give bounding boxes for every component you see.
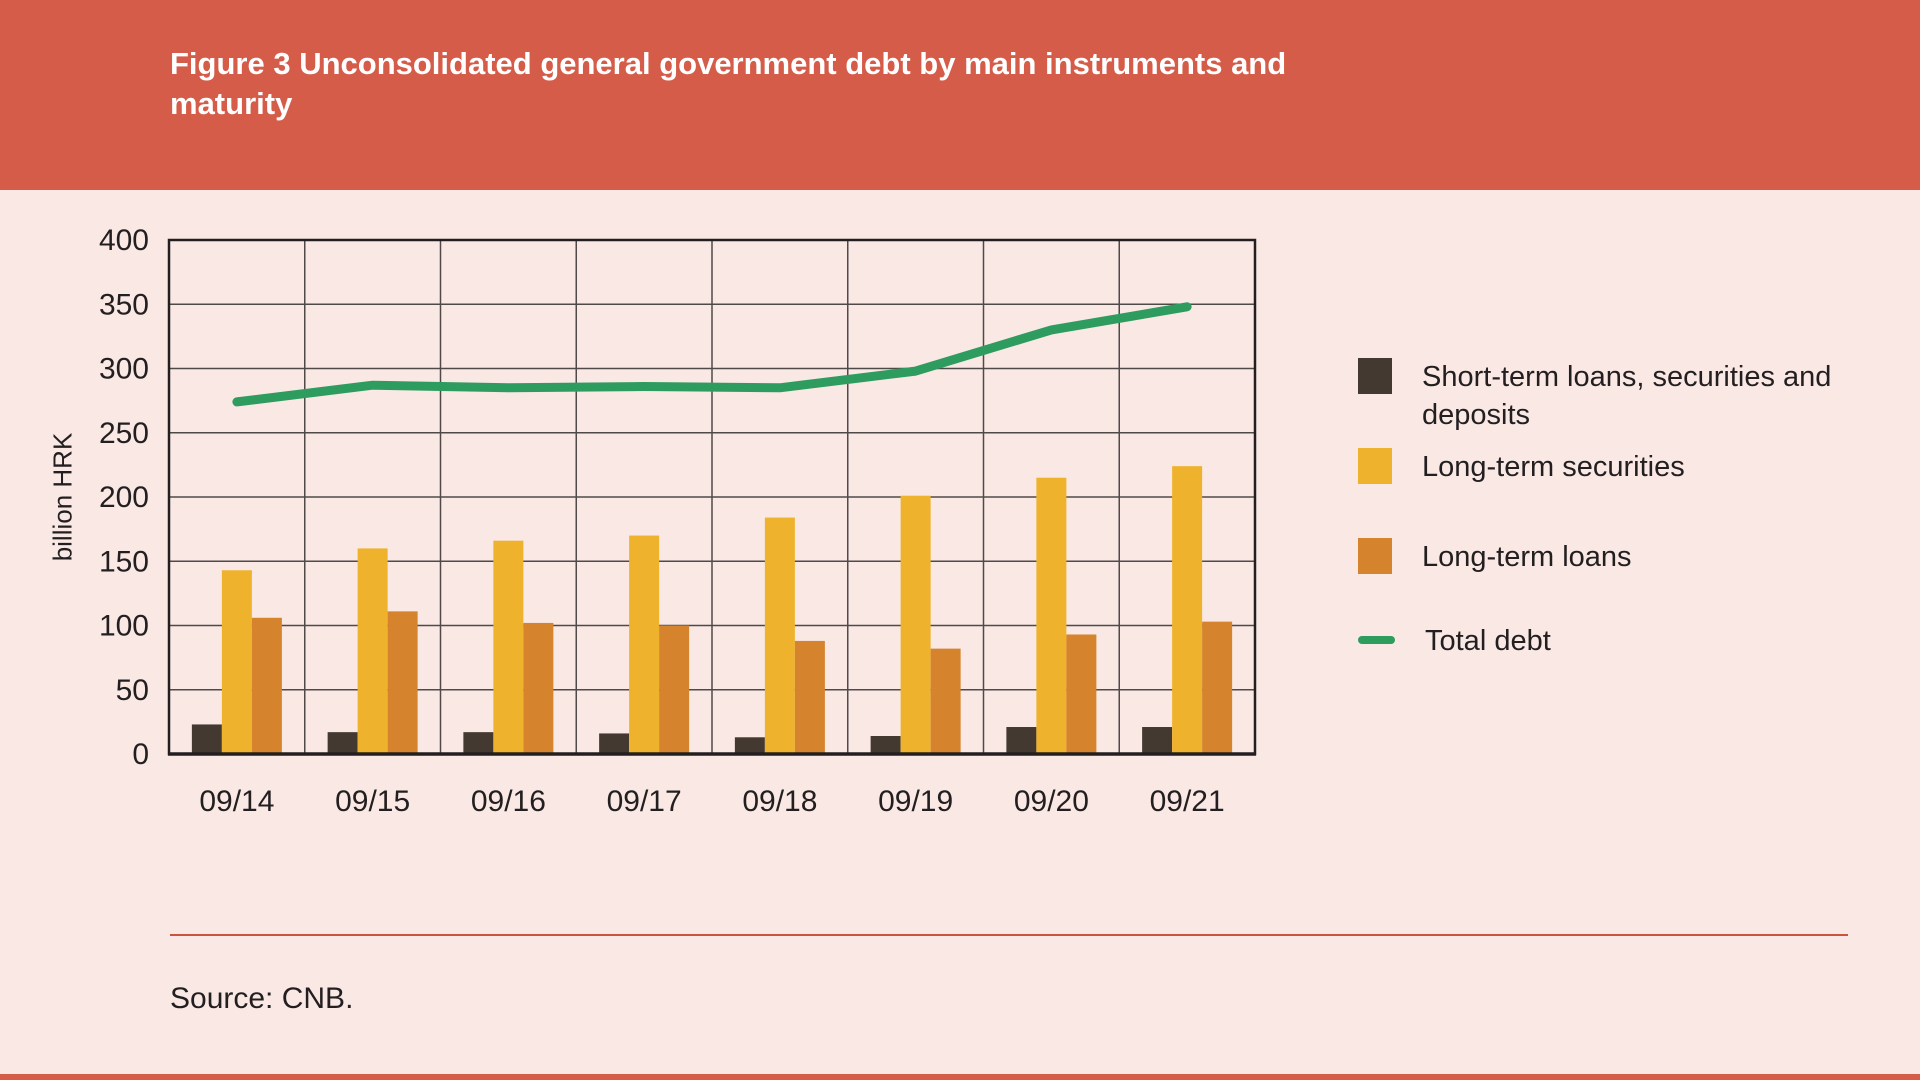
source-rule	[170, 934, 1848, 936]
y-tick-label: 100	[99, 610, 149, 643]
x-tick-label: 09/18	[742, 785, 817, 818]
legend-item-short-term: Short-term loans, securities and deposit…	[1358, 358, 1882, 434]
legend-item-long-term-securities: Long-term securities	[1358, 448, 1882, 486]
bar-long-term-securities-09/17	[629, 535, 660, 754]
bar-long-term-securities-09/15	[357, 548, 388, 754]
y-tick-label: 0	[132, 738, 149, 771]
bar-short-term-loans-securities-and-deposits-09/17	[599, 733, 630, 754]
y-tick-label: 200	[99, 481, 149, 514]
bar-short-term-loans-securities-and-deposits-09/18	[734, 737, 765, 754]
y-tick-label: 300	[99, 353, 149, 386]
x-tick-label: 09/14	[199, 785, 274, 818]
x-tick-label: 09/15	[335, 785, 410, 818]
short-term-swatch-icon	[1358, 358, 1392, 394]
x-tick-label: 09/20	[1014, 785, 1089, 818]
bar-long-term-loans-09/14	[251, 617, 282, 754]
chart-plot: 0 50 100 150 200 250 300 350 400 09/14 09/15 09/16 0…	[99, 224, 1257, 818]
long-term-securities-swatch-icon	[1358, 448, 1392, 484]
bar-long-term-loans-09/20	[1066, 634, 1097, 754]
y-tick-label: 400	[99, 224, 149, 257]
bar-long-term-loans-09/16	[523, 622, 554, 754]
bar-short-term-loans-securities-and-deposits-09/15	[327, 732, 358, 754]
legend-label: Long-term loans	[1422, 541, 1632, 573]
x-tick-label: 09/19	[878, 785, 953, 818]
x-tick-label: 09/16	[471, 785, 546, 818]
x-tick-label: 09/21	[1150, 785, 1225, 818]
bottom-band	[0, 1074, 1920, 1080]
y-tick-label: 150	[99, 545, 149, 578]
long-term-loans-swatch-icon	[1358, 538, 1392, 574]
x-tick-label: 09/17	[607, 785, 682, 818]
header-band	[0, 0, 1920, 190]
bar-long-term-securities-09/18	[764, 517, 795, 754]
total-debt-line	[232, 302, 1192, 407]
bar-long-term-securities-09/20	[1036, 477, 1067, 754]
legend-item-long-term-loans: Long-term loans	[1358, 538, 1882, 576]
y-axis-title: billion HRK	[47, 432, 78, 562]
legend-label: Long-term securities	[1422, 451, 1685, 483]
y-tick-label: 350	[99, 288, 149, 321]
bar-long-term-securities-09/21	[1172, 466, 1203, 754]
figure-title: Figure 3 Unconsolidated general governme…	[170, 46, 1287, 121]
legend-label: Total debt	[1425, 625, 1551, 657]
bar-long-term-securities-09/19	[900, 495, 931, 754]
bar-long-term-loans-09/15	[387, 611, 418, 754]
y-tick-label: 250	[99, 417, 149, 450]
bar-long-term-loans-09/21	[1202, 621, 1233, 754]
bar-long-term-loans-09/19	[930, 648, 961, 754]
legend-label: Short-term loans, securities and deposit…	[1422, 361, 1832, 431]
y-tick-label: 50	[116, 674, 149, 707]
total-debt-line-icon	[1358, 636, 1395, 644]
bar-short-term-loans-securities-and-deposits-09/16	[463, 732, 494, 754]
bar-short-term-loans-securities-and-deposits-09/14	[191, 724, 222, 754]
bar-short-term-loans-securities-and-deposits-09/21	[1142, 727, 1173, 754]
bar-long-term-securities-09/14	[221, 570, 252, 754]
legend-item-total-debt: Total debt	[1358, 622, 1885, 660]
bar-short-term-loans-securities-and-deposits-09/20	[1006, 727, 1037, 754]
bar-short-term-loans-securities-and-deposits-09/19	[870, 736, 901, 754]
bar-long-term-loans-09/18	[794, 640, 825, 754]
source-text: Source: CNB.	[170, 982, 354, 1015]
bar-long-term-securities-09/16	[493, 540, 524, 754]
bar-long-term-loans-09/17	[659, 625, 690, 754]
